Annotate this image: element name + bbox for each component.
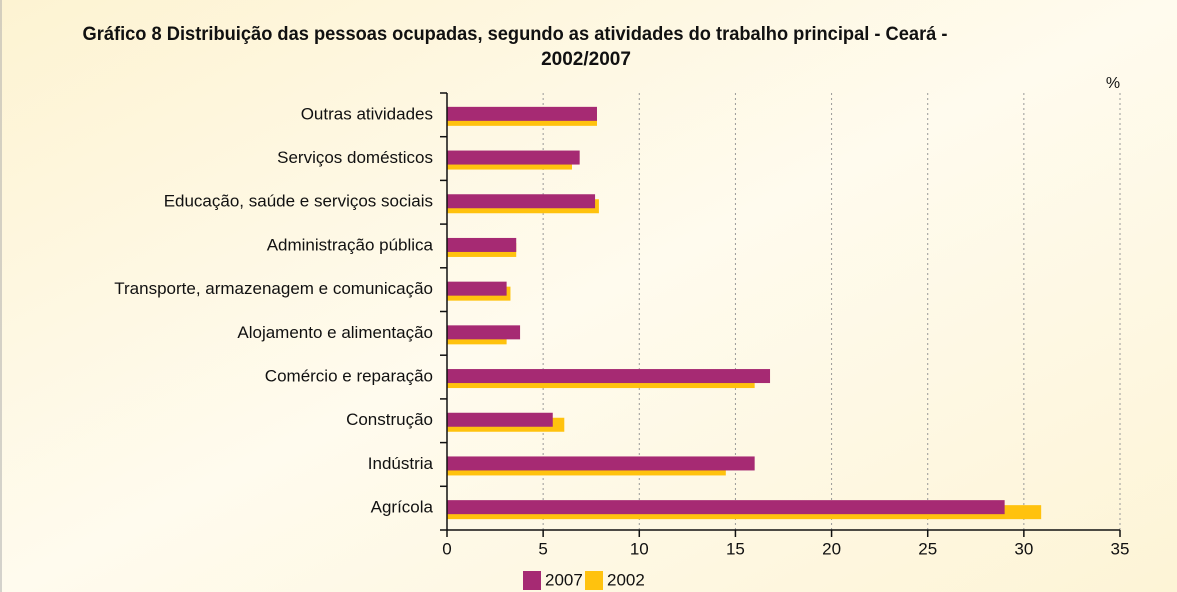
x-tick-label: 20 [822, 539, 841, 558]
x-tick-label: 35 [1111, 539, 1130, 558]
legend-label: 2002 [607, 570, 645, 589]
y-tick-label: Indústria [368, 454, 434, 473]
x-tick-label: 0 [442, 539, 451, 558]
bar [447, 194, 596, 209]
chart-title: 2002/2007 [541, 49, 631, 70]
y-tick-label: Serviços domésticos [277, 148, 433, 167]
y-tick-label: Outras atividades [301, 104, 433, 123]
x-tick-label: 10 [630, 539, 649, 558]
legend-swatch [523, 571, 541, 590]
y-tick-label: Administração pública [267, 235, 434, 254]
x-tick-label: 25 [918, 539, 937, 558]
y-tick-label: Agrícola [371, 498, 434, 517]
bar [447, 106, 597, 121]
bar [447, 456, 755, 471]
x-tick-label: 30 [1014, 539, 1033, 558]
bar [447, 500, 1005, 515]
bar [447, 325, 521, 340]
y-tick-label: Alojamento e alimentação [237, 323, 433, 342]
y-tick-label: Construção [346, 410, 433, 429]
bar [447, 369, 771, 384]
bar [447, 150, 580, 165]
bar [447, 412, 553, 427]
chart-title: Gráfico 8 Distribuição das pessoas ocupa… [83, 24, 948, 45]
bar [447, 281, 507, 296]
unit-label: % [1106, 75, 1120, 92]
y-tick-label: Educação, saúde e serviços sociais [164, 192, 433, 211]
bar [447, 237, 517, 252]
y-tick-label: Transporte, armazenagem e comunicação [114, 279, 433, 298]
x-tick-label: 15 [726, 539, 745, 558]
legend-label: 2007 [545, 570, 583, 589]
y-tick-label: Comércio e reparação [265, 367, 433, 386]
x-tick-label: 5 [538, 539, 547, 558]
legend-swatch [585, 571, 603, 590]
